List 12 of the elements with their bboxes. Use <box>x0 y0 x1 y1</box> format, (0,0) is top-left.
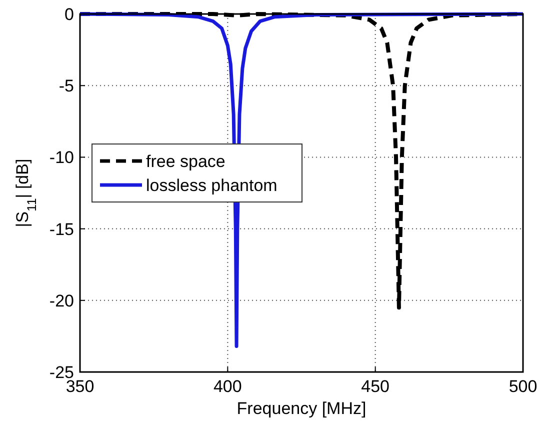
y-tick-label: -5 <box>58 76 74 96</box>
x-tick-label: 400 <box>213 377 242 396</box>
y-tick-label: -15 <box>49 220 74 239</box>
x-tick-label: 350 <box>66 377 94 396</box>
y-tick-label: -10 <box>49 148 74 168</box>
y-tick-label: -20 <box>49 291 74 310</box>
x-axis-title: Frequency [MHz] <box>236 399 366 418</box>
legend-label: lossless phantom <box>146 176 278 195</box>
legend-label: free space <box>146 152 226 171</box>
y-tick-label: 0 <box>64 5 74 24</box>
x-tick-label: 500 <box>508 377 538 396</box>
x-tick-label: 450 <box>361 377 390 396</box>
